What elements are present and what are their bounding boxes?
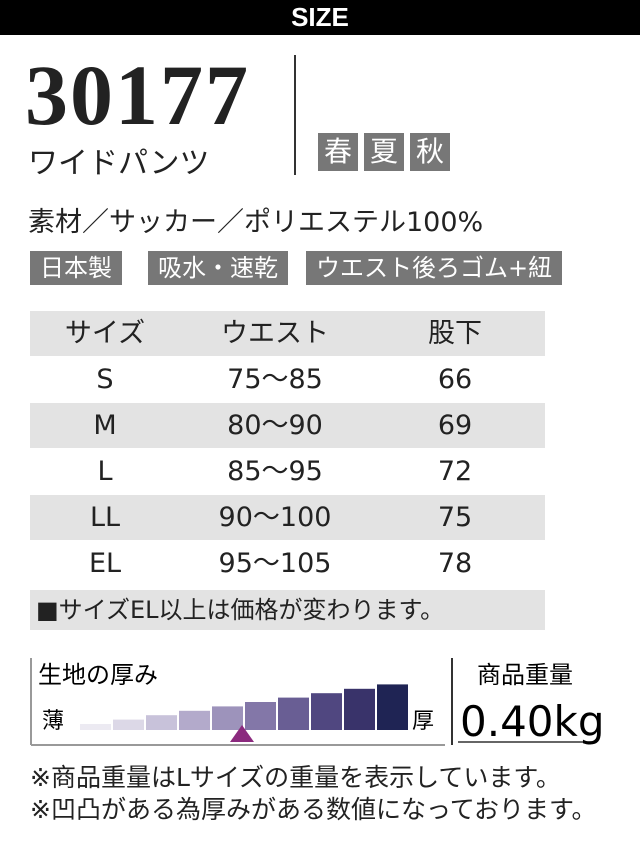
product-number: 30177	[25, 47, 250, 143]
table-row: サイズ ウエスト 股下	[30, 311, 545, 356]
table-cell: 72	[437, 456, 473, 487]
season: 夏	[364, 133, 404, 171]
table-cell: M	[93, 410, 117, 441]
weight-label: 商品重量	[477, 661, 573, 689]
header-bar: SIZE	[0, 0, 640, 35]
thick-label: 厚	[412, 709, 434, 734]
table-cell: 90〜100	[218, 502, 332, 533]
thickness-label: 生地の厚み	[38, 661, 158, 689]
table-cell: 78	[437, 548, 473, 579]
thickness-bar	[179, 710, 210, 730]
table-row: L 85〜95 72	[30, 449, 545, 494]
thickness-bar	[377, 684, 408, 730]
thickness-bar	[311, 693, 342, 730]
table-cell: 75〜85	[227, 364, 323, 395]
thickness-panel: 生地の厚み 薄 厚 商品重量 0.40kg	[30, 658, 605, 746]
divider	[294, 55, 296, 175]
table-row: M 80〜90 69	[30, 403, 545, 448]
table-row: EL 95〜105 78	[30, 541, 545, 586]
table-cell: 80〜90	[227, 410, 323, 441]
table-cell: LL	[89, 502, 121, 533]
table-cell: L	[97, 456, 113, 487]
season: 春	[318, 133, 358, 171]
material: 素材／サッカー／ポリエステル100%	[28, 207, 484, 238]
thickness-bar	[344, 688, 375, 730]
tag: 吸水・速乾	[148, 251, 288, 285]
table-cell: EL	[88, 548, 122, 579]
table-cell: 95〜105	[218, 548, 332, 579]
thickness-bar	[113, 719, 144, 730]
thickness-bar	[80, 724, 111, 730]
thickness-bar	[212, 706, 243, 730]
table-cell: 66	[437, 364, 473, 395]
table-cell: S	[96, 364, 114, 395]
table-cell: 85〜95	[227, 456, 323, 487]
thickness-bar	[146, 715, 177, 730]
product-name: ワイドパンツ	[28, 146, 210, 181]
thickness-bar	[278, 697, 309, 730]
note: ■サイズEL以上は価格が変わります。	[30, 590, 545, 630]
thin-label: 薄	[42, 709, 64, 734]
table-cell: サイズ	[64, 318, 146, 349]
tag: 日本製	[30, 251, 122, 285]
table-cell: 69	[437, 410, 473, 441]
table-cell: 股下	[428, 318, 482, 349]
table-row: S 75〜85 66	[30, 357, 545, 402]
table-cell: ウエスト	[221, 318, 329, 349]
table-row: LL 90〜100 75	[30, 495, 545, 540]
table-cell: 75	[437, 502, 473, 533]
tag: ウエスト後ろゴム+紐	[306, 251, 563, 285]
footnote: ※凹凸がある為厚みがある数値になっております。	[30, 795, 597, 824]
season: 秋	[410, 133, 450, 171]
weight-value: 0.40kg	[460, 697, 605, 746]
footnote: ※商品重量はLサイズの重量を表示しています。	[30, 763, 561, 792]
thickness-bar	[245, 702, 276, 730]
